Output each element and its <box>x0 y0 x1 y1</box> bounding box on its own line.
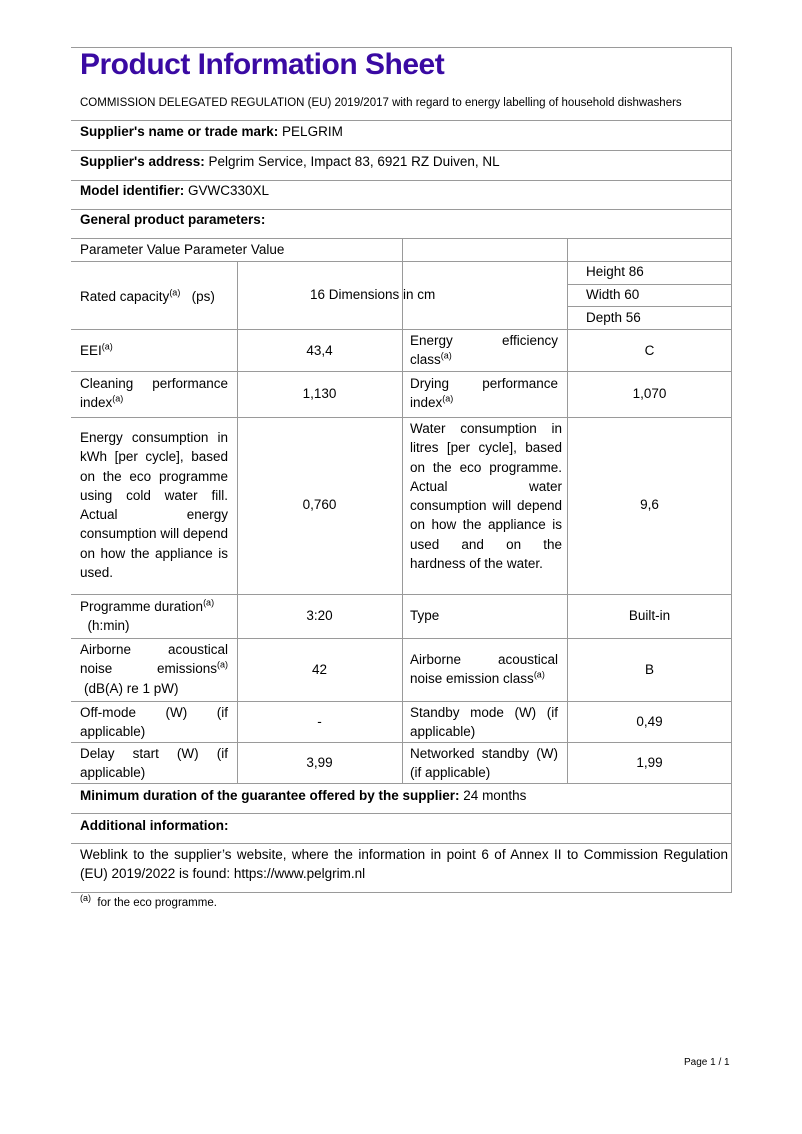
table-header: Parameter Value Parameter Value <box>80 242 285 257</box>
off-mode-value: - <box>317 714 322 729</box>
energy-consumption-value: 0,760 <box>302 497 337 512</box>
model-identifier: Model identifier: GVWC330XL <box>80 183 270 198</box>
supplier-address: Supplier's address: Pelgrim Service, Imp… <box>80 154 500 169</box>
programme-duration-value: 3:20 <box>306 608 333 623</box>
energy-class-label: Energy efficiency class(a) <box>410 333 558 368</box>
regulation-subtitle: COMMISSION DELEGATED REGULATION (EU) 201… <box>80 97 682 109</box>
general-parameters-heading: General product parameters: <box>80 212 266 227</box>
noise-emissions-unit: (dB(A) re 1 pW) <box>84 681 179 696</box>
energy-consumption-label: Energy consumption in kWh [per cycle], b… <box>80 430 228 581</box>
energy-class-value: C <box>644 343 655 358</box>
additional-information-heading: Additional information: <box>80 818 229 833</box>
delay-start-label: Delay start (W) (if applicable) <box>80 746 228 781</box>
networked-standby-value: 1,99 <box>636 755 663 770</box>
networked-standby-label: Networked standby (W) (if applicable) <box>410 746 558 781</box>
dimension-width: Width 60 <box>586 287 640 302</box>
type-value: Built-in <box>628 608 671 623</box>
cleaning-index-value: 1,130 <box>302 386 337 401</box>
drying-index-label: Drying performance index(a) <box>410 376 558 411</box>
type-label: Type <box>410 608 440 623</box>
standby-mode-value: 0,49 <box>636 714 663 729</box>
noise-emissions-label: Airborne acoustical noise emissions(a) <box>80 642 228 677</box>
rated-capacity-label: Rated capacity(a) (ps) <box>80 287 215 304</box>
guarantee-duration: Minimum duration of the guarantee offere… <box>80 788 527 803</box>
programme-duration-label: Programme duration(a) (h:min) <box>80 597 215 634</box>
eei-label: EEI(a) <box>80 341 113 358</box>
cleaning-index-label: Cleaning performance index(a) <box>80 376 228 411</box>
standby-mode-label: Standby mode (W) (if applicable) <box>410 705 558 740</box>
water-consumption-value: 9,6 <box>640 497 659 512</box>
page-title: Product Information Sheet <box>80 48 445 81</box>
supplier-name: Supplier's name or trade mark: PELGRIM <box>80 124 343 139</box>
weblink-text: Weblink to the supplier’s website, where… <box>80 847 728 882</box>
delay-start-value: 3,99 <box>306 755 333 770</box>
rated-capacity-value: 16 Dimensions in cm <box>310 287 436 302</box>
page-number: Page 1 / 1 <box>684 1057 730 1068</box>
off-mode-label: Off-mode (W) (if applicable) <box>80 705 228 740</box>
noise-emissions-value: 42 <box>311 662 328 677</box>
drying-index-value: 1,070 <box>632 386 667 401</box>
water-consumption-label: Water consumption in litres [per cycle],… <box>410 421 562 572</box>
eei-value: 43,4 <box>306 343 333 358</box>
dimension-height: Height 86 <box>586 264 644 279</box>
noise-class-value: B <box>644 662 654 677</box>
footnote: (a) for the eco programme. <box>80 893 217 909</box>
noise-class-label: Airborne acoustical noise emission class… <box>410 652 558 687</box>
dimension-depth: Depth 56 <box>586 310 641 325</box>
